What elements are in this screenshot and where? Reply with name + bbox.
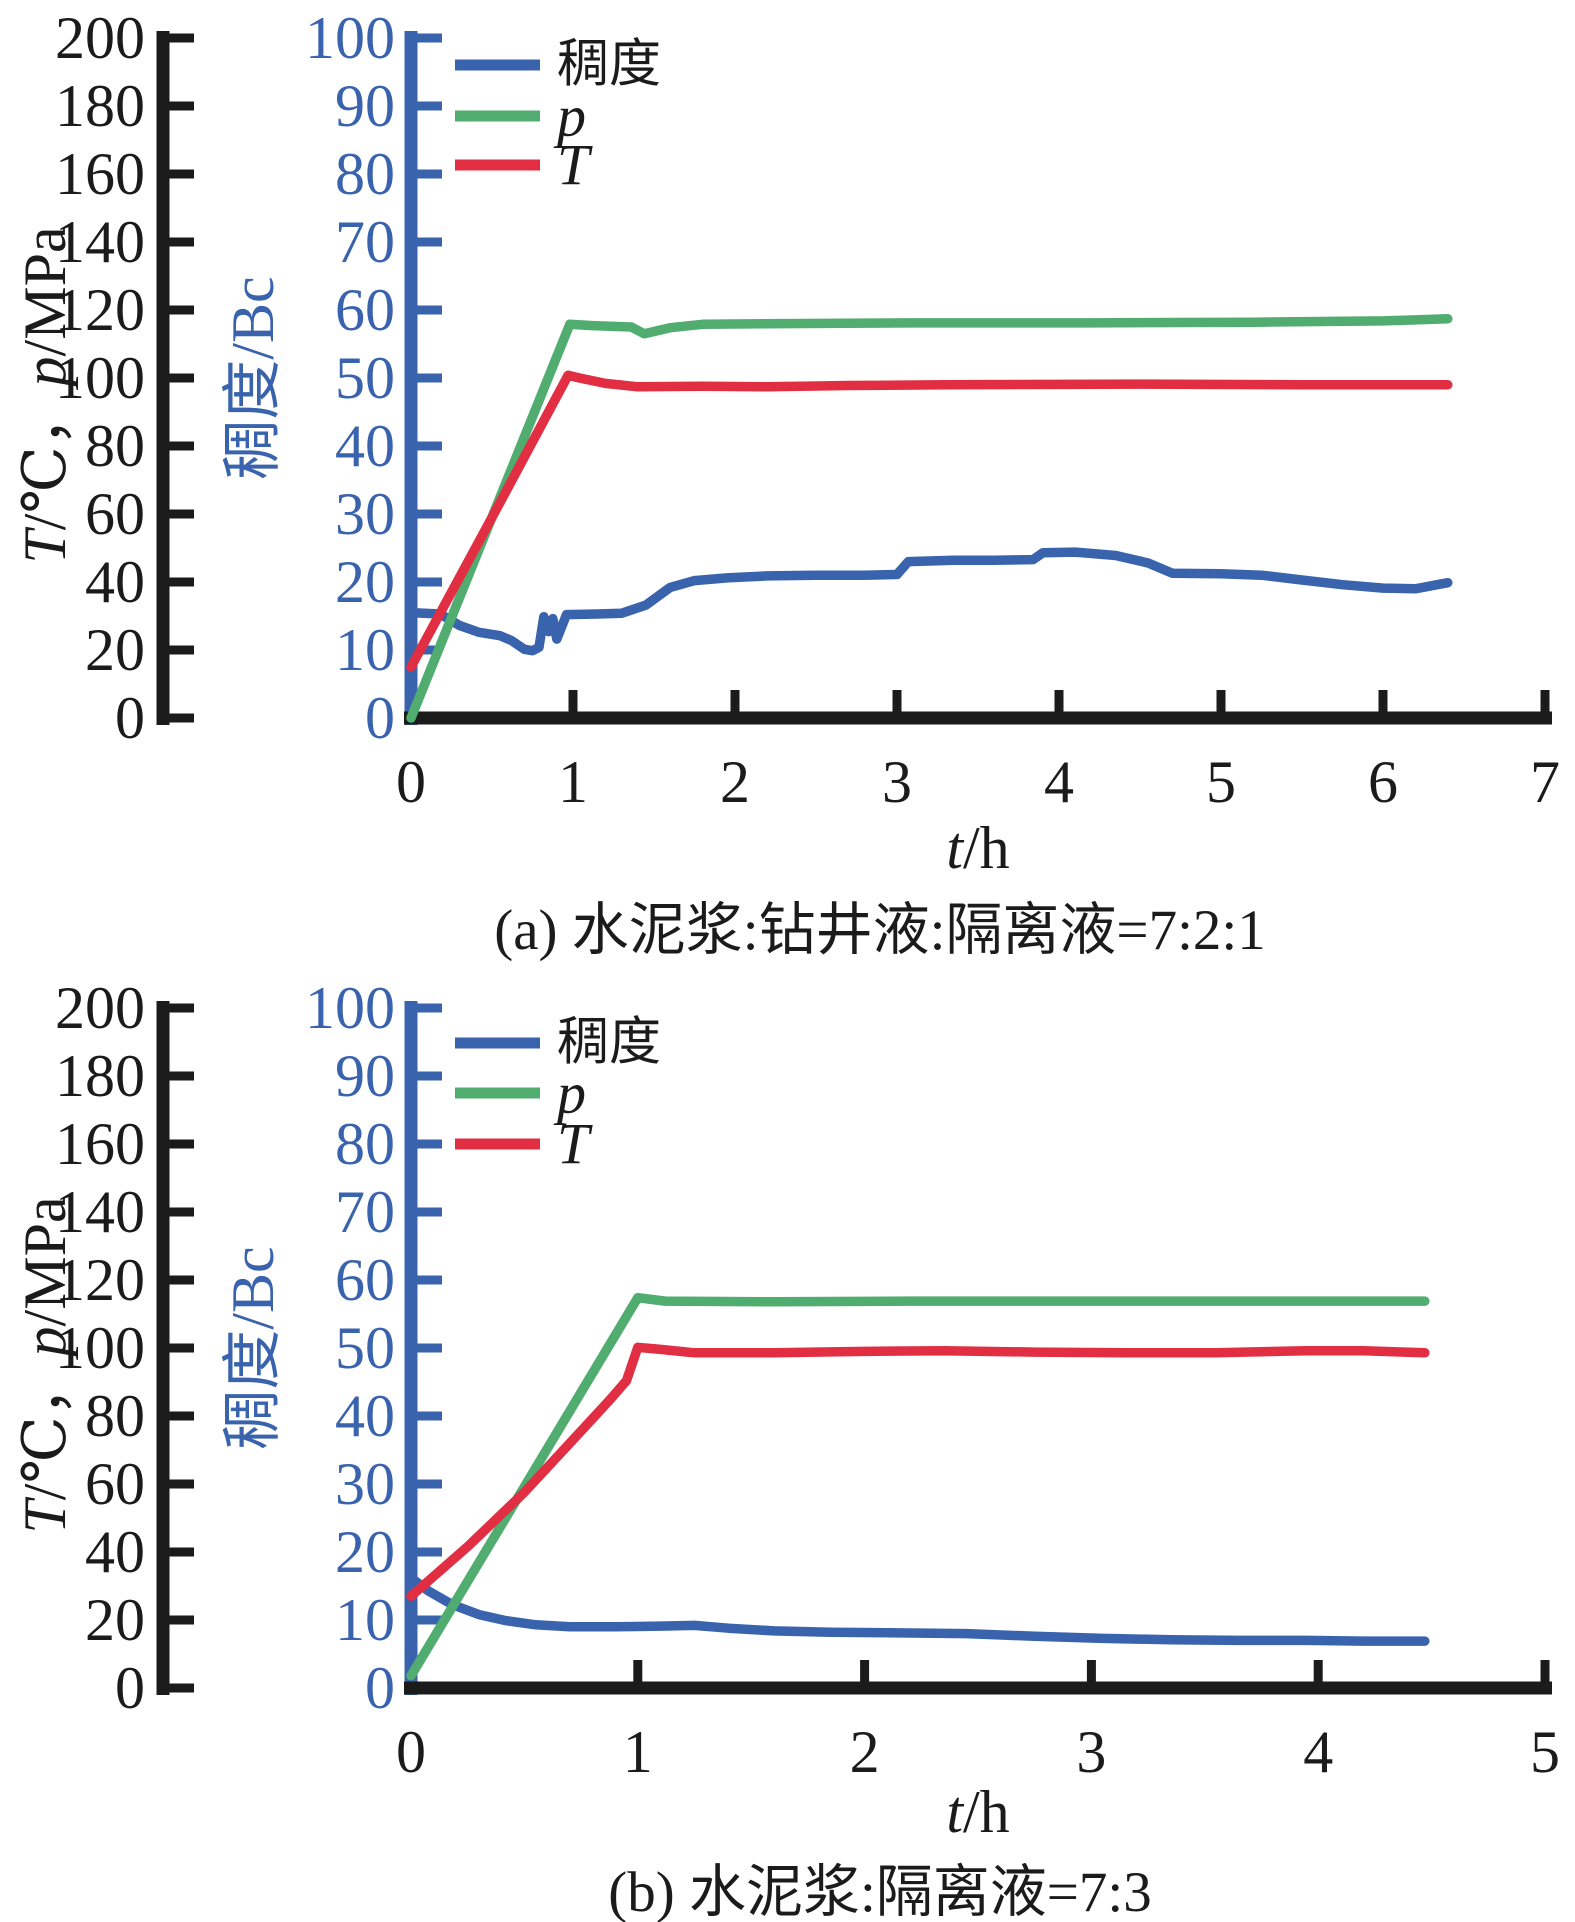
left-axis-tick-label-a: 60 <box>85 481 145 547</box>
series-temperature-b <box>406 1342 1430 1601</box>
consistency-axis-title-b: 稠度/Bc <box>220 1246 286 1449</box>
consistency-axis-tick-label-a: 80 <box>335 141 395 207</box>
consistency-axis-tick-label-b: 70 <box>335 1179 395 1245</box>
left-axis-tick-label-a: 140 <box>55 209 145 275</box>
left-axis-tick-label-b: 200 <box>55 975 145 1041</box>
series-temperature-a <box>406 370 1453 672</box>
x-axis-tick-label-b: 5 <box>1530 1719 1560 1785</box>
left-axis-tick-label-a: 80 <box>85 413 145 479</box>
left-axis-tick-label-a: 200 <box>55 5 145 71</box>
x-axis-title-b: t/h <box>946 1779 1009 1845</box>
x-axis-tick-label-a: 3 <box>882 749 912 815</box>
x-axis-tick-label-a: 1 <box>558 749 588 815</box>
left-axis-tick-label-b: 180 <box>55 1043 145 1109</box>
x-axis-tick-label-a: 0 <box>396 749 426 815</box>
x-axis-tick-label-a: 2 <box>720 749 750 815</box>
consistency-axis-tick-label-a: 70 <box>335 209 395 275</box>
series-consistency-a <box>406 547 1453 656</box>
consistency-axis-tick-label-b: 0 <box>365 1655 395 1721</box>
legend-label-consistency-a: 稠度 <box>557 37 661 94</box>
x-axis-tick-label-a: 6 <box>1368 749 1398 815</box>
consistency-axis-title-a: 稠度/Bc <box>220 276 286 479</box>
x-axis-tick-label-b: 4 <box>1303 1719 1333 1785</box>
consistency-axis-tick-label-a: 40 <box>335 413 395 479</box>
series-pressure-b <box>406 1292 1430 1681</box>
chart-b-caption: (b) 水泥浆:隔离液=7:3 <box>608 1861 1152 1922</box>
consistency-axis-tick-label-b: 60 <box>335 1247 395 1313</box>
left-axis-tick-label-b: 120 <box>55 1247 145 1313</box>
legend-label-temperature-a: T <box>557 133 593 198</box>
chart-a-caption: (a) 水泥浆:钻井液:隔离液=7:2:1 <box>494 899 1266 962</box>
left-axis-tick-label-b: 100 <box>55 1315 145 1381</box>
left-axis-tick-label-a: 120 <box>55 277 145 343</box>
left-axis-tick-label-a: 0 <box>115 685 145 751</box>
x-axis-tick-label-a: 5 <box>1206 749 1236 815</box>
left-axis-tick-label-a: 20 <box>85 617 145 683</box>
consistency-axis-tick-label-b: 20 <box>335 1519 395 1585</box>
consistency-axis-tick-label-b: 30 <box>335 1451 395 1517</box>
x-axis-title-a: t/h <box>946 815 1009 881</box>
consistency-axis-tick-label-a: 90 <box>335 73 395 139</box>
legend-label-pressure-a: p <box>553 84 586 149</box>
consistency-axis-tick-label-a: 30 <box>335 481 395 547</box>
left-axis-title-b: T/℃，p/MPa <box>12 1196 78 1533</box>
x-axis-tick-label-a: 7 <box>1530 749 1560 815</box>
legend-label-temperature-b: T <box>557 1112 593 1177</box>
left-axis-title-a: T/℃，p/MPa <box>12 226 78 563</box>
legend-label-consistency-b: 稠度 <box>557 1015 661 1072</box>
x-axis-tick-label-b: 2 <box>850 1719 880 1785</box>
consistency-axis-tick-label-a: 20 <box>335 549 395 615</box>
left-axis-tick-label-a: 40 <box>85 549 145 615</box>
legend-label-pressure-b: p <box>553 1061 586 1126</box>
consistency-axis-tick-label-b: 80 <box>335 1111 395 1177</box>
consistency-axis-tick-label-a: 10 <box>335 617 395 683</box>
left-axis-tick-label-b: 60 <box>85 1451 145 1517</box>
left-axis-tick-label-b: 160 <box>55 1111 145 1177</box>
left-axis-tick-label-a: 180 <box>55 73 145 139</box>
left-axis-tick-label-b: 40 <box>85 1519 145 1585</box>
consistency-axis-tick-label-a: 60 <box>335 277 395 343</box>
x-axis-tick-label-b: 1 <box>623 1719 653 1785</box>
left-axis-tick-label-b: 20 <box>85 1587 145 1653</box>
left-axis-tick-label-b: 0 <box>115 1655 145 1721</box>
series-pressure-a <box>406 314 1453 723</box>
consistency-axis-tick-label-a: 0 <box>365 685 395 751</box>
consistency-axis-tick-label-a: 50 <box>335 345 395 411</box>
consistency-axis-tick-label-b: 10 <box>335 1587 395 1653</box>
consistency-axis-tick-label-b: 90 <box>335 1043 395 1109</box>
consistency-axis-tick-label-b: 100 <box>305 975 395 1041</box>
left-axis-tick-label-a: 160 <box>55 141 145 207</box>
consistency-axis-tick-label-b: 40 <box>335 1383 395 1449</box>
left-axis-tick-label-b: 140 <box>55 1179 145 1245</box>
x-axis-tick-label-a: 4 <box>1044 749 1074 815</box>
consistency-axis-tick-label-b: 50 <box>335 1315 395 1381</box>
left-axis-tick-label-b: 80 <box>85 1383 145 1449</box>
x-axis-tick-label-b: 3 <box>1076 1719 1106 1785</box>
consistency-axis-tick-label-a: 100 <box>305 5 395 71</box>
x-axis-tick-label-b: 0 <box>396 1719 426 1785</box>
series-consistency-b <box>406 1573 1430 1646</box>
left-axis-tick-label-a: 100 <box>55 345 145 411</box>
